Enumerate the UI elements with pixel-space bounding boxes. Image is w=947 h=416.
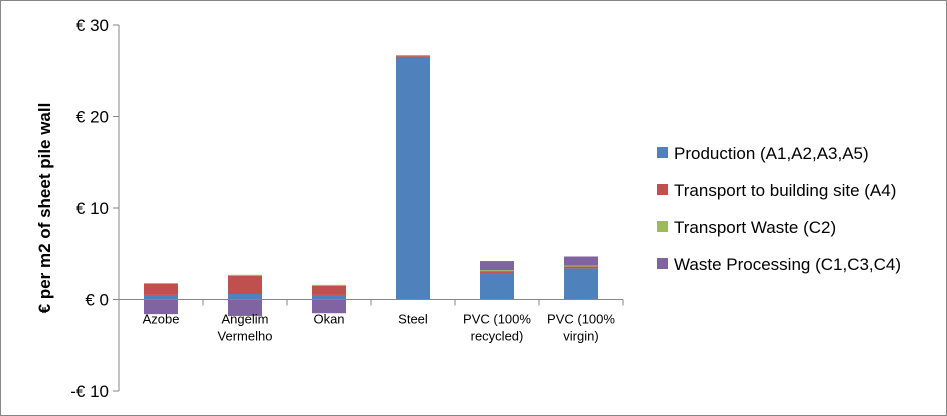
legend-swatch <box>657 221 668 232</box>
legend-label: Production (A1,A2,A3,A5) <box>674 144 869 163</box>
y-tick-label: € 20 <box>76 108 109 127</box>
y-axis-title: € per m2 of sheet pile wall <box>35 103 54 314</box>
x-tick-label: virgin) <box>563 329 598 344</box>
bar-segment <box>564 268 598 300</box>
legend-label: Transport Waste (C2) <box>674 218 836 237</box>
legend-swatch <box>657 147 668 158</box>
bar-segment <box>312 284 346 286</box>
legend-swatch <box>657 184 668 195</box>
x-tick-label: Steel <box>398 312 428 327</box>
bar-segment <box>480 270 514 272</box>
bar-segment <box>312 299 346 314</box>
bar-segment <box>564 266 598 269</box>
x-tick-label: PVC (100% <box>463 312 531 327</box>
bar-segment <box>144 283 178 284</box>
bar-segment <box>396 57 430 300</box>
bar-segment <box>228 274 262 276</box>
y-tick-label: € 10 <box>76 199 109 218</box>
bar-segment <box>564 256 598 266</box>
bar-segment <box>480 261 514 271</box>
y-tick-label: -€ 10 <box>70 382 109 401</box>
bar-segment <box>228 275 262 295</box>
legend-swatch <box>657 258 668 269</box>
bar-segment <box>480 272 514 300</box>
bar-segment <box>144 283 178 295</box>
legend-label: Waste Processing (C1,C3,C4) <box>674 255 901 274</box>
x-tick-label: Azobe <box>143 312 180 327</box>
bar-segment <box>396 56 430 58</box>
x-tick-label: Angelim <box>222 312 269 327</box>
bar-segment <box>228 294 262 300</box>
x-tick-label: PVC (100% <box>547 312 615 327</box>
bar-segment <box>312 285 346 295</box>
x-tick-label: Vermelho <box>218 329 273 344</box>
bar-segment <box>144 299 178 315</box>
bar-segment <box>144 294 178 300</box>
bar-segment <box>564 265 598 267</box>
bar-segment <box>228 299 262 316</box>
bar-segment <box>480 271 514 273</box>
y-tick-label: € 30 <box>76 16 109 35</box>
x-tick-label: recycled) <box>471 329 524 344</box>
x-tick-label: Okan <box>313 312 344 327</box>
legend-label: Transport to building site (A4) <box>674 181 896 200</box>
y-tick-label: € 0 <box>85 291 109 310</box>
bar-segment <box>312 294 346 300</box>
